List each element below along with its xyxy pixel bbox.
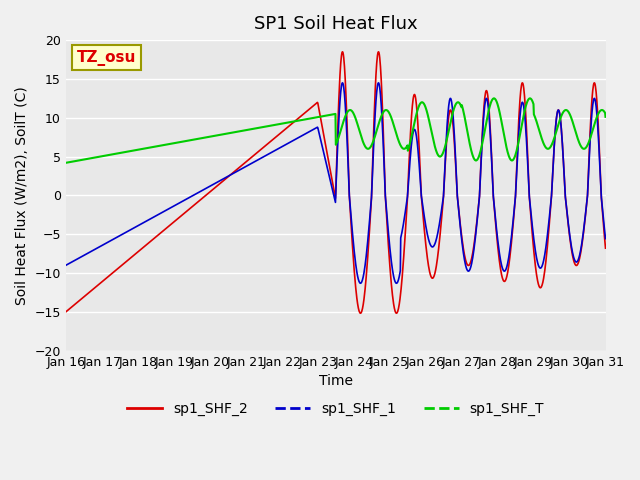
Line: sp1_SHF_T: sp1_SHF_T	[66, 98, 605, 163]
Line: sp1_SHF_1: sp1_SHF_1	[66, 83, 605, 283]
sp1_SHF_2	[62, 309, 70, 315]
sp1_SHF_2	[243, 159, 250, 165]
sp1_SHF_1	[538, 263, 546, 269]
sp1_SHF_1	[62, 263, 70, 268]
sp1_SHF_1	[182, 197, 189, 203]
sp1_SHF_T	[419, 100, 427, 106]
X-axis label: Time: Time	[319, 374, 353, 388]
sp1_SHF_1	[339, 80, 346, 86]
sp1_SHF_T	[602, 114, 609, 120]
Y-axis label: Soil Heat Flux (W/m2), SoilT (C): Soil Heat Flux (W/m2), SoilT (C)	[15, 86, 29, 305]
sp1_SHF_2	[339, 49, 346, 55]
sp1_SHF_2	[420, 223, 428, 229]
sp1_SHF_2	[356, 311, 364, 316]
sp1_SHF_T	[490, 96, 497, 101]
sp1_SHF_2	[602, 245, 609, 251]
Title: SP1 Soil Heat Flux: SP1 Soil Heat Flux	[254, 15, 417, 33]
sp1_SHF_T	[169, 141, 177, 146]
sp1_SHF_1	[169, 204, 177, 210]
sp1_SHF_2	[169, 220, 177, 226]
Line: sp1_SHF_2: sp1_SHF_2	[66, 52, 605, 313]
sp1_SHF_T	[182, 138, 189, 144]
sp1_SHF_1	[491, 206, 499, 212]
sp1_SHF_1	[420, 212, 428, 217]
sp1_SHF_1	[356, 280, 364, 286]
sp1_SHF_T	[62, 160, 70, 166]
Text: TZ_osu: TZ_osu	[77, 50, 136, 66]
sp1_SHF_T	[490, 96, 498, 101]
sp1_SHF_T	[538, 136, 545, 142]
sp1_SHF_2	[491, 207, 499, 213]
sp1_SHF_2	[182, 209, 189, 215]
sp1_SHF_1	[243, 163, 250, 169]
sp1_SHF_T	[243, 127, 250, 133]
sp1_SHF_1	[602, 236, 609, 241]
sp1_SHF_2	[538, 282, 546, 288]
Legend: sp1_SHF_2, sp1_SHF_1, sp1_SHF_T: sp1_SHF_2, sp1_SHF_1, sp1_SHF_T	[122, 396, 550, 421]
